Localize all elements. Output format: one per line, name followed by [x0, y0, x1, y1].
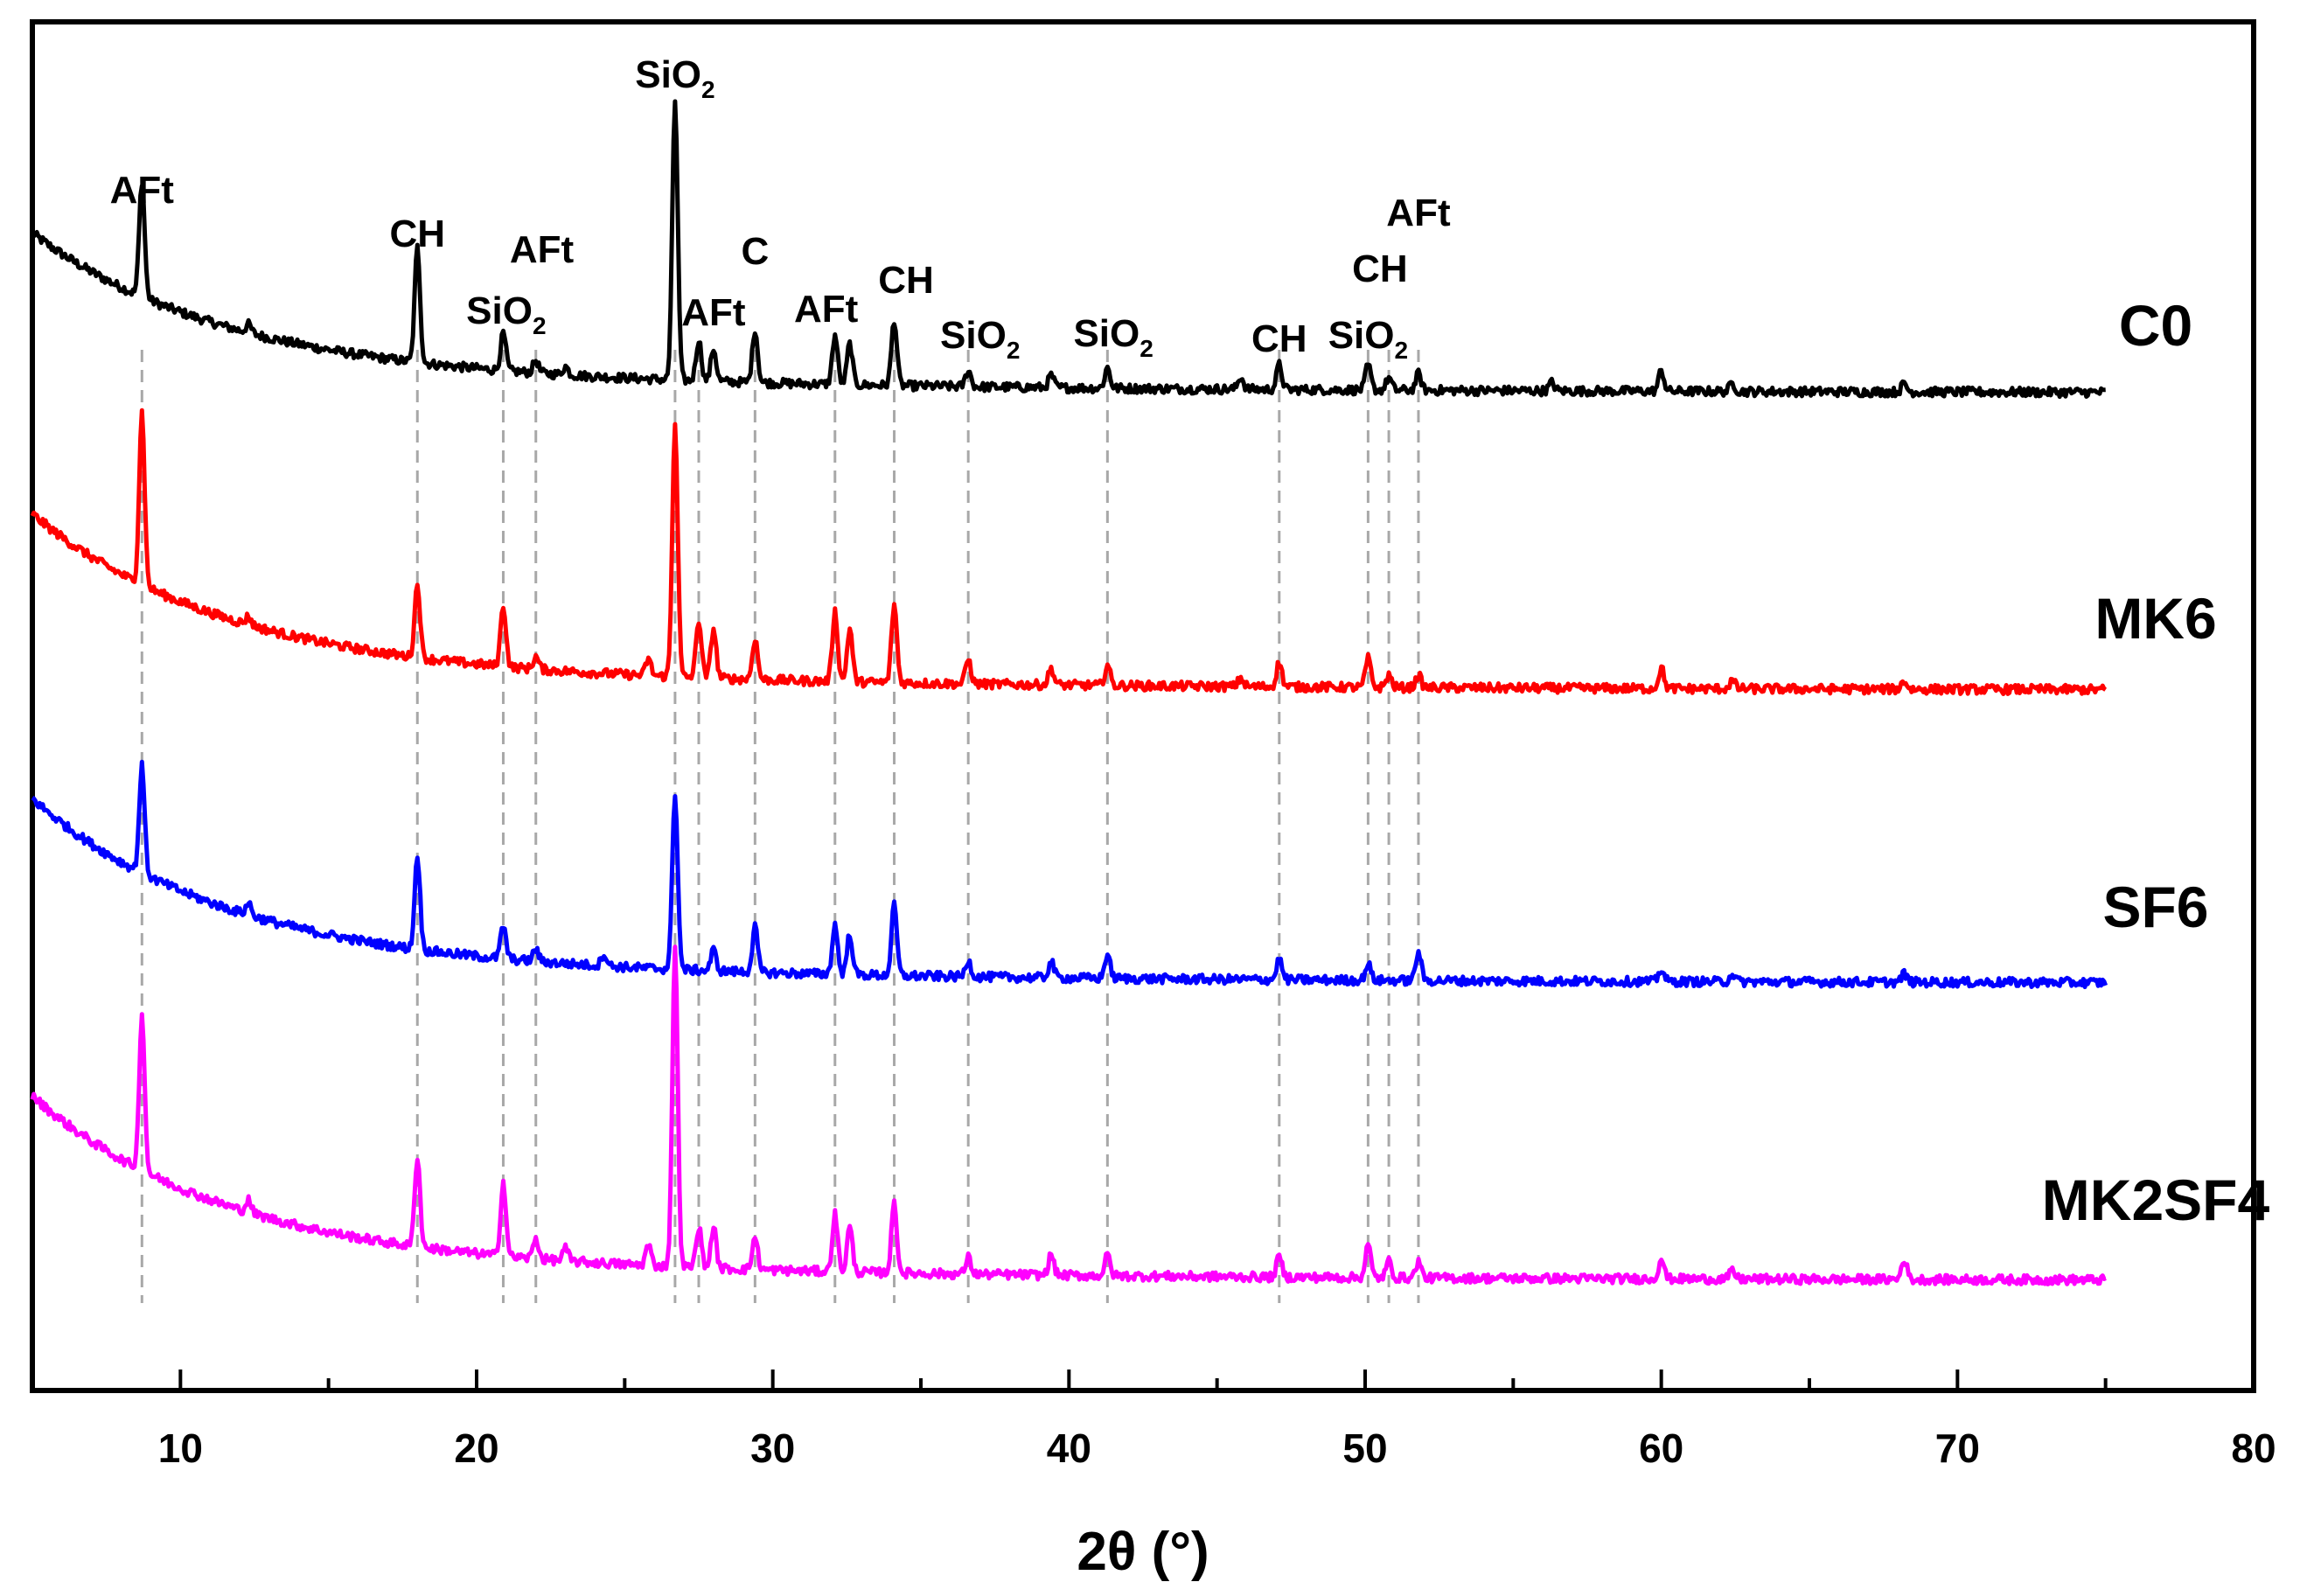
series-labels: C0 MK6 SF6 MK2SF4	[2042, 293, 2270, 1232]
peak-label: AFt	[681, 291, 746, 334]
x-tick-label: 10	[158, 1425, 203, 1471]
peak-label: CH	[1251, 317, 1307, 360]
x-tick-label: 20	[454, 1425, 498, 1471]
peak-label: AFt	[110, 169, 175, 212]
peak-label: SiO2	[940, 314, 1020, 364]
peak-label: AFt	[794, 288, 859, 331]
x-tick-label: 40	[1047, 1425, 1091, 1471]
series-label-sf6: SF6	[2102, 875, 2208, 939]
peak-label: CH	[878, 259, 934, 302]
series-label-mk6: MK6	[2094, 586, 2216, 651]
series-label-c0: C0	[2119, 293, 2192, 358]
series-line-mk2sf4	[30, 944, 2107, 1286]
series-label-mk2sf4: MK2SF4	[2042, 1167, 2270, 1232]
series-line-mk6	[30, 408, 2108, 696]
plot-frame	[30, 19, 2256, 1393]
x-tick-label: 60	[1639, 1425, 1683, 1471]
peak-label: AFt	[1386, 192, 1451, 234]
peak-label: SiO2	[1328, 314, 1408, 364]
x-tick-label: 70	[1935, 1425, 1980, 1471]
x-axis-title: 2θ (°)	[1077, 1522, 1209, 1582]
x-tick-label: 50	[1342, 1425, 1387, 1471]
series-line-c0	[30, 99, 2107, 400]
x-tick-label: 30	[750, 1425, 795, 1471]
series-layer	[30, 99, 2108, 1286]
x-axis: 10 20 30 40 50 60 70 80	[31, 1369, 2276, 1471]
peak-label: SiO2	[1073, 312, 1153, 362]
peak-label: CH	[389, 213, 445, 255]
peak-label: SiO2	[635, 53, 714, 103]
peak-label: CH	[1352, 247, 1408, 290]
series-line-sf6	[31, 759, 2108, 990]
peak-label: C	[741, 230, 769, 273]
reference-lines	[140, 350, 1420, 1303]
x-tick-label: 80	[2231, 1425, 2276, 1471]
peak-label: SiO2	[466, 289, 546, 339]
peak-label: AFt	[510, 228, 575, 271]
